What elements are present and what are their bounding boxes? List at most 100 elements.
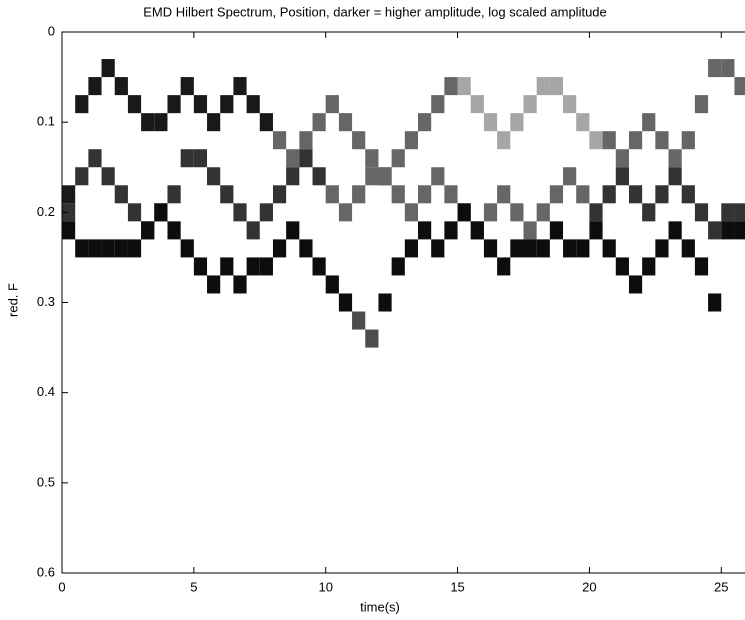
spectrum-cell	[628, 131, 643, 150]
spectrum-cell	[75, 239, 89, 258]
spectrum-cell	[391, 257, 405, 276]
spectrum-cell	[246, 257, 260, 276]
spectrum-cell	[483, 203, 498, 222]
spectrum-cell	[497, 131, 511, 150]
spectrum-cell	[220, 185, 234, 204]
spectrum-cell	[404, 131, 419, 150]
spectrum-cell	[694, 95, 709, 114]
spectrum-cell	[141, 113, 155, 132]
spectrum-cell	[694, 203, 709, 222]
y-tick-label: 0.1	[37, 114, 55, 129]
spectrum-cell	[549, 77, 564, 96]
spectrum-cell	[154, 203, 168, 222]
spectrum-cell	[220, 95, 234, 114]
spectrum-cell	[668, 149, 682, 168]
spectrum-cell	[708, 59, 722, 78]
spectrum-cell	[576, 185, 590, 204]
spectrum-cell	[378, 293, 392, 312]
spectrum-cell	[207, 275, 221, 294]
spectrum-cell	[62, 221, 76, 240]
spectrum-cell	[272, 185, 287, 204]
spectrum-cell	[272, 131, 287, 150]
spectrum-cell	[220, 257, 234, 276]
y-tick-label: 0.6	[37, 564, 55, 579]
spectrum-cell	[325, 95, 339, 114]
spectrum-cell	[352, 185, 366, 204]
spectrum-cell	[523, 239, 537, 258]
spectrum-cell	[457, 203, 471, 222]
spectrum-cell	[549, 221, 564, 240]
spectrum-cell	[286, 221, 300, 240]
spectrum-cell	[563, 95, 577, 114]
spectrum-cell	[286, 167, 300, 186]
x-tick-label: 0	[58, 579, 65, 594]
spectrum-cell	[378, 167, 392, 186]
spectrum-cell	[365, 167, 379, 186]
spectrum-cell	[444, 185, 458, 204]
spectrum-cell	[642, 257, 656, 276]
spectrum-cell	[75, 167, 89, 186]
spectrum-cell	[642, 203, 656, 222]
spectrum-cell	[549, 185, 564, 204]
spectrum-cell	[127, 95, 142, 114]
spectrum-cell	[470, 95, 484, 114]
spectrum-cell	[272, 239, 287, 258]
spectrum-cell	[510, 239, 524, 258]
spectrum-cell	[602, 239, 616, 258]
spectrum-cell	[404, 203, 419, 222]
spectrum-cell	[325, 185, 339, 204]
spectrum-cell	[88, 77, 102, 96]
spectrum-cell	[628, 275, 643, 294]
spectrum-cell	[655, 239, 669, 258]
spectrum-cell	[75, 95, 89, 114]
spectrum-cell	[193, 95, 208, 114]
x-axis-label: time(s)	[360, 599, 400, 614]
spectrum-cell	[418, 113, 432, 132]
spectrum-cell	[127, 203, 142, 222]
spectrum-cell	[233, 203, 247, 222]
spectrum-cell	[602, 131, 616, 150]
spectrum-cell	[642, 113, 656, 132]
x-tick-label: 25	[714, 579, 728, 594]
spectrum-cell	[589, 203, 603, 222]
y-tick-label: 0.5	[37, 474, 55, 489]
chart-title: EMD Hilbert Spectrum, Position, darker =…	[143, 4, 607, 19]
spectrum-cell	[127, 239, 142, 258]
spectrum-cell	[167, 185, 181, 204]
spectrum-cell	[483, 239, 498, 258]
spectrum-cell	[404, 239, 419, 258]
spectrum-cell	[207, 113, 221, 132]
spectrum-cell	[246, 95, 260, 114]
spectrum-cell	[668, 221, 682, 240]
spectrum-cell	[734, 221, 745, 240]
spectrum-cell	[563, 167, 577, 186]
x-tick-label: 5	[190, 579, 197, 594]
spectrum-cell	[589, 131, 603, 150]
spectrum-cell	[721, 221, 735, 240]
spectrum-cell	[536, 239, 550, 258]
spectrum-cell	[708, 221, 722, 240]
spectrum-cell	[576, 239, 590, 258]
spectrum-cell	[681, 131, 695, 150]
spectrum-cell	[431, 95, 445, 114]
spectrum-cell	[721, 59, 735, 78]
spectrum-cell	[325, 275, 339, 294]
spectrum-cell	[483, 113, 498, 132]
spectrum-cell	[259, 257, 273, 276]
spectrum-cell	[510, 203, 524, 222]
spectrum-cell	[299, 239, 313, 258]
spectrum-cell	[88, 239, 102, 258]
spectrum-cell	[536, 203, 550, 222]
spectrum-cell	[180, 149, 194, 168]
spectrum-cell	[734, 203, 745, 222]
spectrum-cell	[431, 167, 445, 186]
spectrum-cell	[510, 113, 524, 132]
y-axis-label: red. F	[5, 283, 20, 317]
spectrum-cell	[114, 239, 128, 258]
spectrum-cell	[154, 113, 168, 132]
spectrum-cell	[655, 131, 669, 150]
spectrum-cell	[167, 95, 181, 114]
spectrum-cell	[536, 77, 550, 96]
spectrum-cell	[576, 113, 590, 132]
